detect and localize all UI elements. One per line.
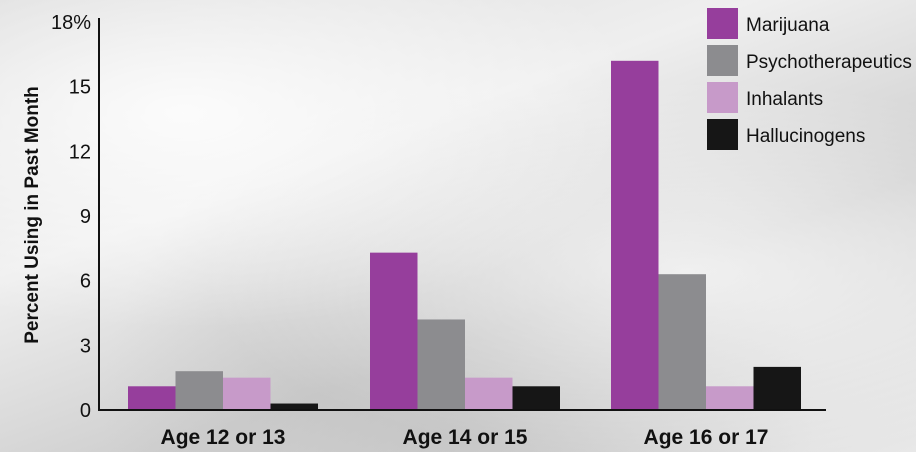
bar-inhalants-3 xyxy=(706,386,754,410)
legend-label: Psychotherapeutics xyxy=(746,52,912,73)
bar-psychotherapeutics-2 xyxy=(417,319,465,410)
bar-inhalants-2 xyxy=(465,377,513,410)
y-tick-label: 12 xyxy=(69,141,91,163)
category-labels: Age 12 or 13 Age 14 or 15 Age 16 or 17 xyxy=(161,426,769,449)
y-tick-label: 6 xyxy=(80,271,91,293)
y-tick-label: 9 xyxy=(80,206,91,228)
bar-psychotherapeutics-1 xyxy=(175,371,223,410)
legend-swatch-hallucinogens xyxy=(707,119,738,150)
legend-swatch-inhalants xyxy=(707,82,738,113)
legend-label: Hallucinogens xyxy=(746,126,865,147)
y-tick-label: 0 xyxy=(80,400,91,422)
y-axis-ticks: 0 3 6 9 12 15 18% xyxy=(51,12,91,422)
bar-hallucinogens-2 xyxy=(512,386,560,410)
x-category-label: Age 12 or 13 xyxy=(161,426,286,449)
y-tick-label: 18% xyxy=(51,12,91,34)
legend-swatch-psychotherapeutics xyxy=(707,45,738,76)
legend-swatch-marijuana xyxy=(707,8,738,39)
x-category-label: Age 14 or 15 xyxy=(403,426,528,449)
y-axis-title: Percent Using in Past Month xyxy=(22,86,43,344)
bar-psychotherapeutics-3 xyxy=(658,274,706,410)
legend-label: Marijuana xyxy=(746,15,830,36)
legend: Marijuana Psychotherapeutics Inhalants Hall… xyxy=(707,8,912,150)
bar-marijuana-1 xyxy=(128,386,176,410)
y-tick-label: 3 xyxy=(80,335,91,357)
bar-hallucinogens-1 xyxy=(270,403,318,410)
bar-marijuana-2 xyxy=(370,252,418,410)
bars xyxy=(128,60,801,411)
bar-marijuana-3 xyxy=(611,60,659,411)
legend-label: Inhalants xyxy=(746,89,823,110)
x-category-label: Age 16 or 17 xyxy=(644,426,769,449)
y-tick-label: 15 xyxy=(69,77,91,99)
bar-hallucinogens-3 xyxy=(753,366,801,410)
bar-inhalants-1 xyxy=(223,377,271,410)
